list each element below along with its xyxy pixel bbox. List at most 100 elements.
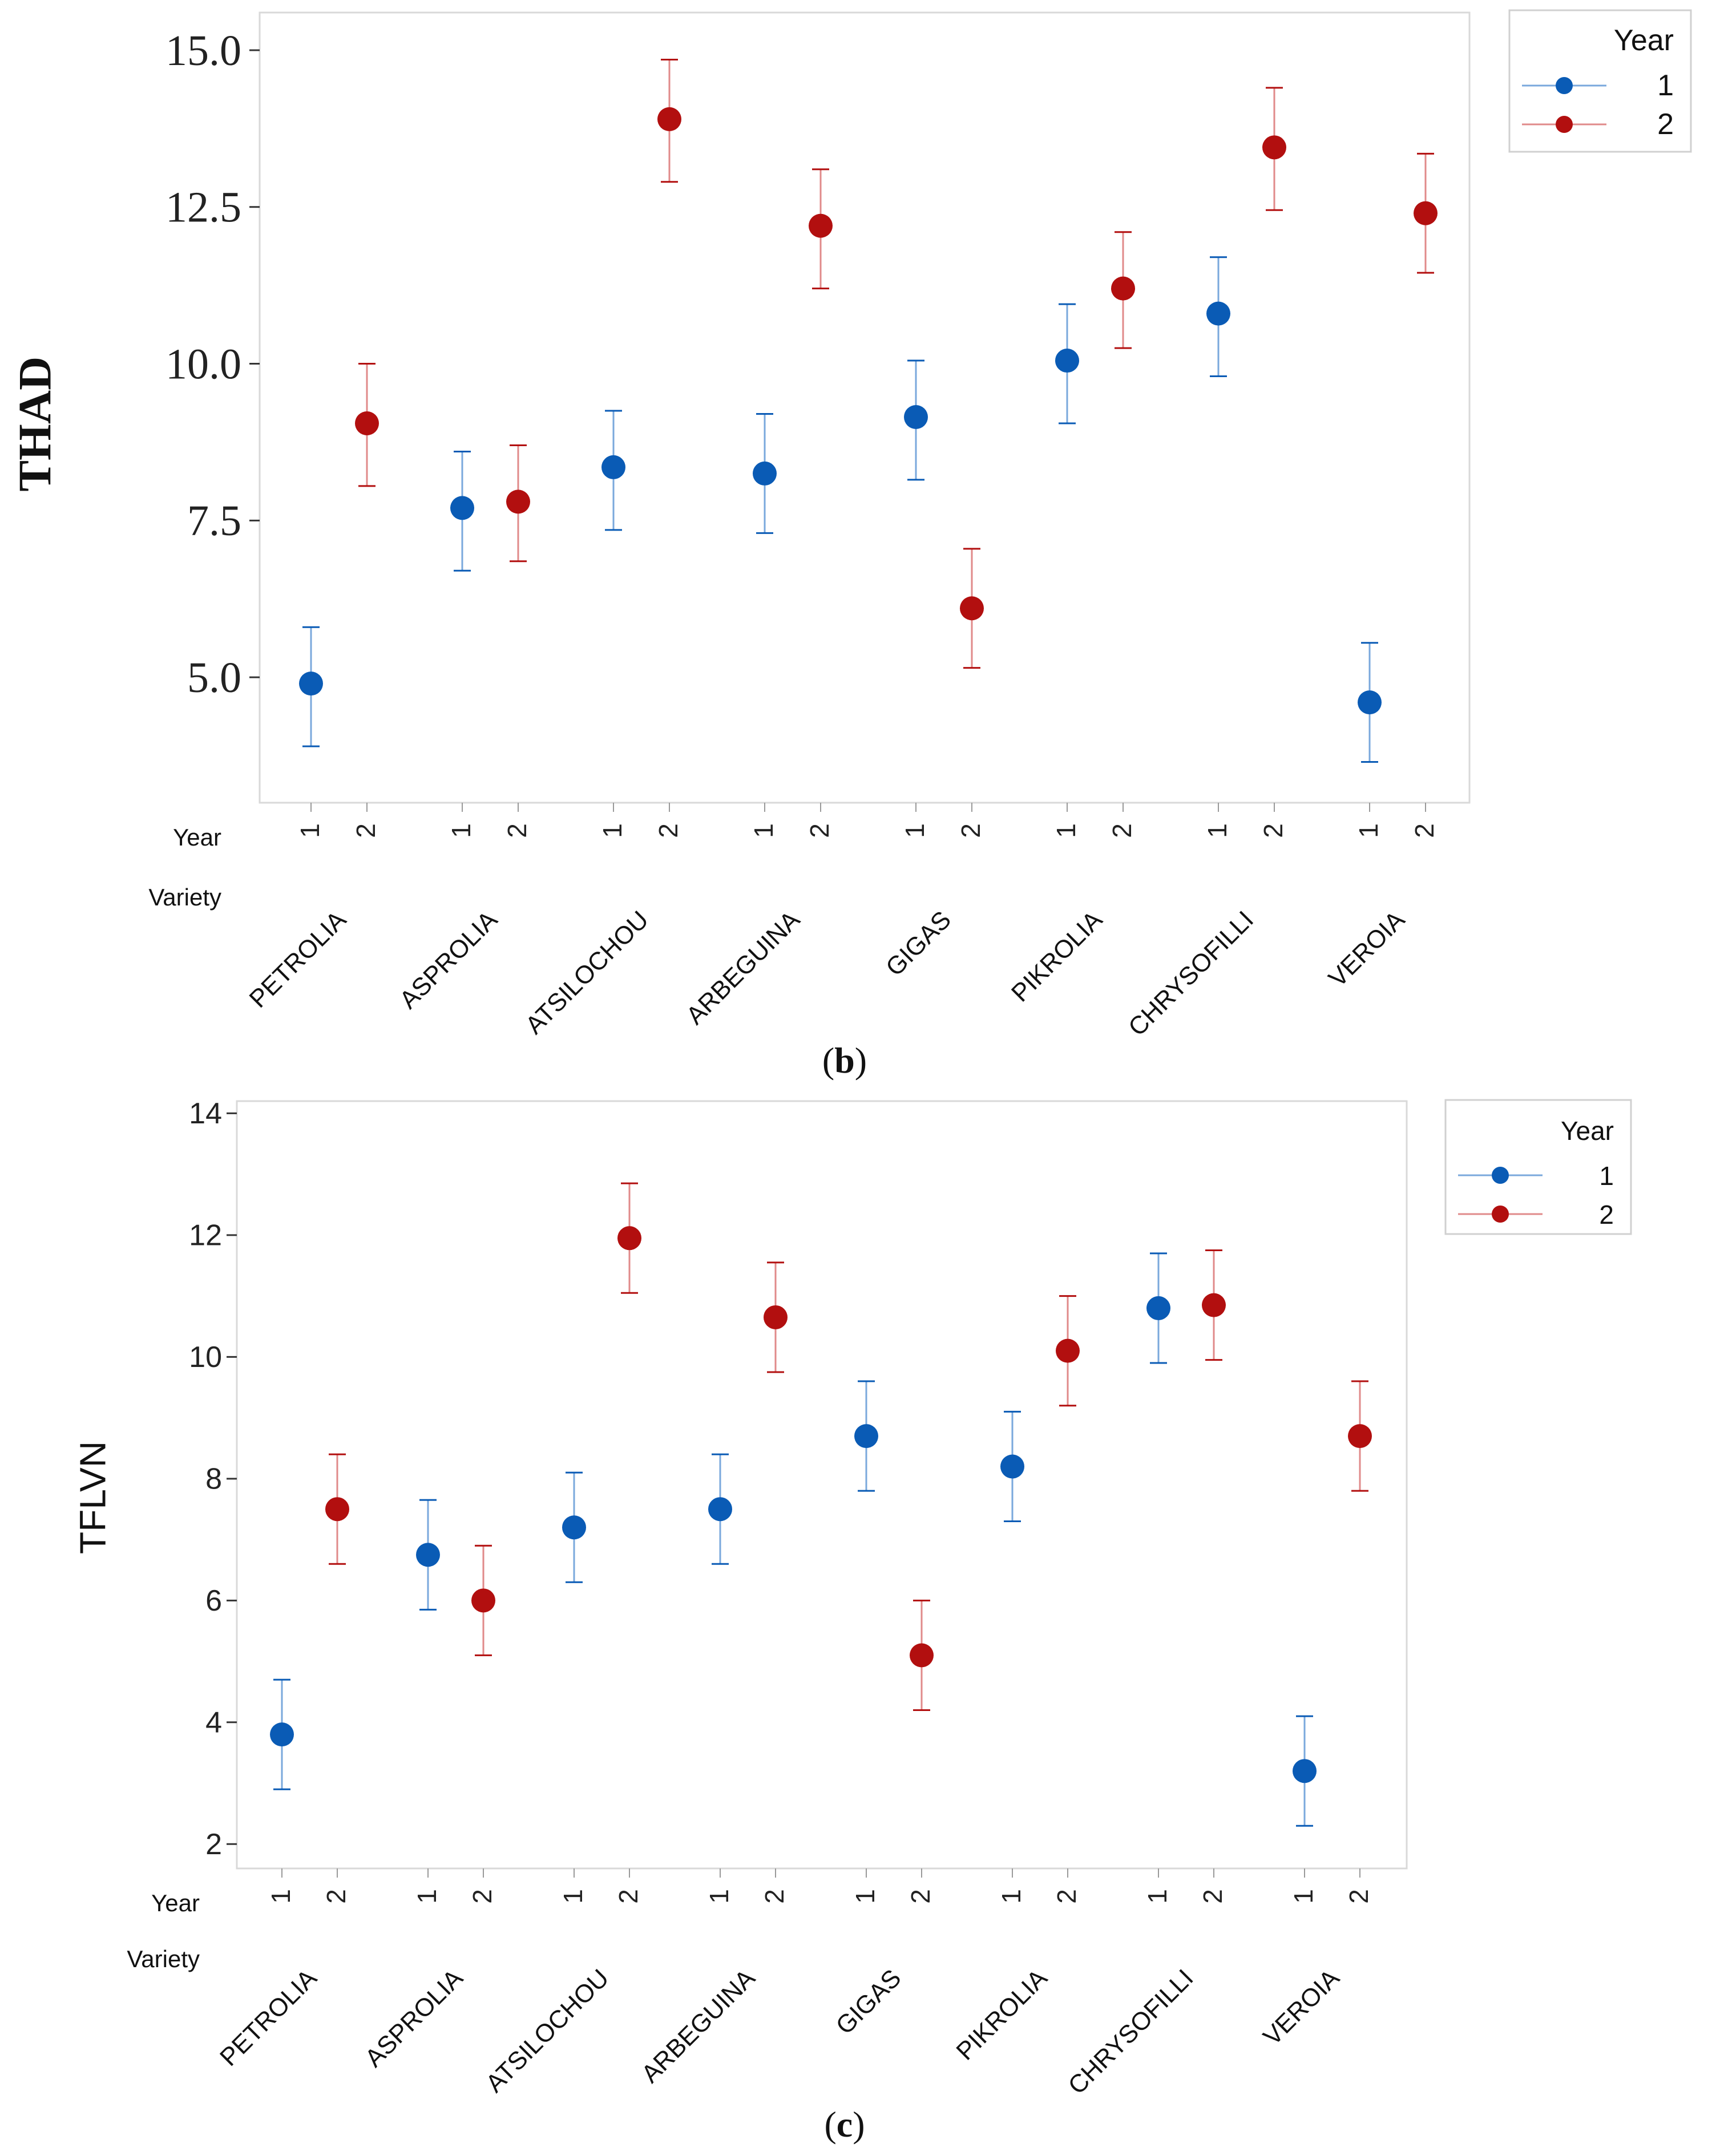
y-tick-label: 7.5 bbox=[187, 497, 241, 545]
data-point bbox=[471, 1588, 495, 1613]
year-tick-label: 1 bbox=[1354, 823, 1383, 838]
data-point bbox=[1262, 135, 1286, 160]
year-tick-label: 2 bbox=[653, 823, 683, 838]
variety-label: VEROIA bbox=[1258, 1964, 1345, 2051]
legend-entry-label: 1 bbox=[1657, 69, 1674, 102]
panel-label: (b) bbox=[822, 1040, 867, 1081]
data-point bbox=[601, 455, 625, 479]
variety-label: PIKROLIA bbox=[1006, 905, 1108, 1008]
year-tick-label: 1 bbox=[266, 1889, 296, 1904]
y-tick-label: 5.0 bbox=[187, 654, 241, 702]
year-tick-label: 1 bbox=[558, 1889, 588, 1904]
legend-marker bbox=[1492, 1206, 1509, 1223]
legend-entry-label: 1 bbox=[1599, 1161, 1614, 1191]
y-tick-label: 4 bbox=[205, 1706, 222, 1739]
data-point bbox=[960, 596, 984, 621]
panel-label-part: ) bbox=[855, 1040, 867, 1081]
panel-label-part: c bbox=[837, 2104, 853, 2145]
variety-label: ATSILOCHOU bbox=[481, 1964, 615, 2098]
variety-label: ATSILOCHOU bbox=[520, 905, 654, 1039]
data-point bbox=[1000, 1454, 1024, 1479]
data-point bbox=[1055, 349, 1079, 373]
year-tick-label: 2 bbox=[1258, 823, 1288, 838]
variety-label: CHRYSOFILLI bbox=[1123, 905, 1259, 1041]
data-point bbox=[753, 461, 777, 486]
y-tick-label: 8 bbox=[205, 1463, 222, 1496]
data-point bbox=[562, 1515, 586, 1540]
year-tick-label: 2 bbox=[1107, 823, 1137, 838]
year-tick-label: 1 bbox=[1051, 823, 1081, 838]
y-tick-label: 2 bbox=[205, 1828, 222, 1861]
panel-label-part: b bbox=[834, 1040, 855, 1081]
y-tick-label: 12.5 bbox=[165, 184, 241, 232]
plot-frame bbox=[259, 11, 1471, 804]
variety-label: CHRYSOFILLI bbox=[1063, 1964, 1198, 2100]
variety-label: GIGAS bbox=[881, 905, 956, 981]
data-point bbox=[1146, 1296, 1170, 1320]
y-tick-label: 6 bbox=[205, 1584, 222, 1617]
panel-label-part: ) bbox=[853, 2104, 865, 2145]
data-point bbox=[1111, 276, 1135, 301]
year-tick-label: 2 bbox=[805, 823, 834, 838]
variety-label: ASPROLIA bbox=[394, 905, 503, 1014]
year-tick-label: 1 bbox=[749, 823, 778, 838]
panel-label: (c) bbox=[824, 2104, 865, 2145]
variety-label: ARBEGUINA bbox=[681, 905, 805, 1030]
row-label-year: Year bbox=[151, 1890, 200, 1916]
year-tick-label: 1 bbox=[1202, 823, 1232, 838]
y-tick-label: 12 bbox=[189, 1219, 222, 1252]
panel-label-part: ( bbox=[824, 2104, 836, 2145]
legend-marker bbox=[1556, 77, 1573, 94]
data-point bbox=[506, 490, 530, 514]
year-tick-label: 2 bbox=[1052, 1889, 1081, 1904]
data-point bbox=[325, 1497, 349, 1522]
year-tick-label: 2 bbox=[613, 1889, 643, 1904]
panel-label-part: ( bbox=[822, 1040, 834, 1081]
row-label-variety: Variety bbox=[148, 884, 221, 911]
variety-label: PETROLIA bbox=[215, 1964, 322, 2072]
row-label-year: Year bbox=[173, 824, 221, 851]
data-point bbox=[764, 1305, 788, 1329]
data-point bbox=[416, 1543, 440, 1567]
variety-label: PETROLIA bbox=[244, 905, 352, 1013]
variety-label: ARBEGUINA bbox=[636, 1964, 761, 2088]
legend-box bbox=[1508, 9, 1692, 153]
year-tick-label: 1 bbox=[996, 1889, 1026, 1904]
year-tick-label: 2 bbox=[1410, 823, 1439, 838]
data-point bbox=[708, 1497, 732, 1522]
legend-entry-label: 2 bbox=[1657, 108, 1674, 141]
data-point bbox=[809, 213, 833, 238]
data-point bbox=[450, 496, 474, 520]
data-point bbox=[1056, 1338, 1080, 1363]
year-tick-label: 2 bbox=[760, 1889, 789, 1904]
y-tick-label: 15.0 bbox=[165, 27, 241, 75]
legend-entry-label: 2 bbox=[1599, 1200, 1614, 1229]
plot-frame bbox=[236, 1100, 1408, 1870]
year-tick-label: 2 bbox=[906, 1889, 935, 1904]
legend-title: Year bbox=[1614, 24, 1674, 57]
legend-marker bbox=[1492, 1167, 1509, 1184]
data-point bbox=[1206, 301, 1230, 326]
data-point bbox=[299, 672, 323, 696]
data-point bbox=[1414, 201, 1438, 225]
year-tick-label: 1 bbox=[704, 1889, 734, 1904]
y-tick-label: 14 bbox=[189, 1097, 222, 1130]
data-point bbox=[1358, 690, 1382, 715]
data-point bbox=[1202, 1293, 1226, 1317]
year-tick-label: 2 bbox=[351, 823, 381, 838]
y-axis-label: THAD bbox=[9, 357, 61, 492]
legend-marker bbox=[1556, 116, 1573, 133]
year-tick-label: 1 bbox=[850, 1889, 880, 1904]
variety-label: GIGAS bbox=[830, 1964, 906, 2040]
year-tick-label: 2 bbox=[1198, 1889, 1228, 1904]
year-tick-label: 1 bbox=[597, 823, 627, 838]
legend-box bbox=[1444, 1099, 1632, 1235]
year-tick-label: 1 bbox=[412, 1889, 442, 1904]
y-tick-label: 10 bbox=[189, 1341, 222, 1374]
data-point bbox=[904, 404, 928, 429]
data-point bbox=[617, 1226, 641, 1251]
data-point bbox=[854, 1424, 878, 1449]
year-tick-label: 2 bbox=[321, 1889, 351, 1904]
